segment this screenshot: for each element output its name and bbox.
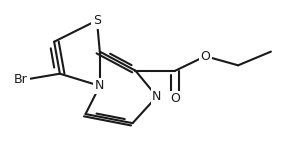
- Text: O: O: [200, 50, 210, 63]
- Text: S: S: [93, 14, 101, 27]
- Text: N: N: [95, 79, 105, 92]
- Text: O: O: [170, 92, 180, 105]
- Text: N: N: [152, 90, 162, 103]
- Text: Br: Br: [14, 73, 28, 86]
